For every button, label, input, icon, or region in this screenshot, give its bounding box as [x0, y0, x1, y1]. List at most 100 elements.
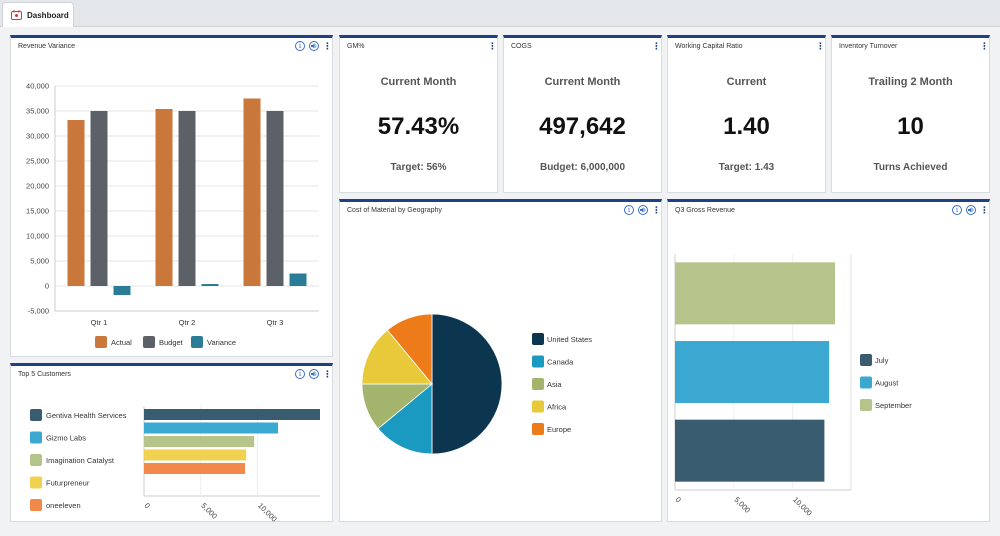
audio-icon[interactable]	[966, 205, 976, 215]
tab-dashboard[interactable]: Dashboard	[2, 2, 74, 27]
card-tools: i ⋮	[295, 41, 332, 51]
kpi-subtitle: Current Month	[544, 76, 621, 88]
card-tools: ⋮	[488, 41, 497, 51]
legend-label: Asia	[547, 380, 562, 389]
bar-customer	[144, 449, 247, 461]
audio-icon[interactable]	[638, 205, 648, 215]
cost-of-material-card: Cost of Material by Geography i ⋮ United…	[339, 199, 662, 522]
kpi-subtitle: Current	[726, 76, 767, 88]
more-menu-icon[interactable]: ⋮	[323, 41, 332, 51]
kpi-subtitle: Trailing 2 Month	[868, 76, 953, 88]
legend-swatch	[860, 376, 872, 389]
gm-card: GM% ⋮ Current Month 57.43% Target: 56%	[339, 35, 498, 193]
x-tick-label: 10,000	[791, 495, 814, 518]
bar-customer	[144, 436, 255, 447]
card-title: Revenue Variance	[18, 43, 76, 50]
card-tools: ⋮	[816, 41, 825, 51]
y-tick-label: 40,000	[26, 82, 49, 91]
revenue-variance-chart: 40,000 35,000 30,000 25,000 20,000 15,000 10,0…	[26, 82, 319, 348]
more-menu-icon[interactable]: ⋮	[816, 41, 825, 51]
bar-budget	[266, 111, 284, 286]
legend-label: September	[875, 401, 912, 410]
inventory-turnover-card: Inventory Turnover ⋮ Trailing 2 Month 10…	[831, 35, 990, 193]
info-icon[interactable]: i	[952, 205, 962, 215]
legend-label: Europe	[547, 425, 571, 434]
tab-bar: Dashboard	[0, 0, 1000, 27]
y-tick-label: 10,000	[26, 232, 49, 241]
top-5-customers-chart: 0 5,000 10,000 Gentiva Health Services Gizmo…	[30, 406, 320, 522]
bar-variance	[113, 286, 131, 295]
legend-swatch	[860, 399, 872, 411]
bar-budget	[178, 111, 196, 286]
card-title: Working Capital Ratio	[675, 43, 743, 50]
q3-gross-revenue-card: Q3 Gross Revenue i ⋮ 0 5,000 10,000 July Aug…	[667, 199, 990, 522]
revenue-variance-card: Revenue Variance i ⋮ 40,000 35,000 30,000 2…	[10, 35, 333, 357]
y-tick-label: 0	[45, 282, 49, 291]
info-icon[interactable]: i	[295, 369, 305, 379]
x-tick-label: 0	[143, 501, 152, 510]
legend-label: Gizmo Labs	[46, 434, 86, 443]
kpi-footer: Target: 56%	[390, 162, 447, 173]
kpi-value: 57.43%	[377, 113, 460, 140]
legend-label: Futurpreneur	[46, 479, 90, 488]
legend-label: Africa	[547, 403, 567, 412]
kpi-subtitle: Current Month	[380, 76, 457, 88]
legend-swatch	[30, 454, 42, 466]
legend-label: Budget	[159, 338, 184, 347]
bar-variance	[289, 273, 307, 286]
more-menu-icon[interactable]: ⋮	[652, 41, 661, 51]
card-title: Q3 Gross Revenue	[675, 207, 735, 214]
x-tick-label: 5,000	[199, 501, 219, 521]
kpi-footer: Target: 1.43	[718, 162, 775, 173]
legend-swatch	[30, 431, 42, 444]
y-tick-label: 15,000	[26, 207, 49, 216]
info-icon[interactable]: i	[624, 205, 634, 215]
card-title: Inventory Turnover	[839, 43, 898, 50]
more-menu-icon[interactable]: ⋮	[980, 205, 989, 215]
legend-swatch	[143, 336, 155, 348]
legend-label: Imagination Catalyst	[46, 456, 115, 465]
pie-slice-europe	[386, 313, 433, 386]
more-menu-icon[interactable]: ⋮	[652, 205, 661, 215]
card-tools: i ⋮	[952, 205, 989, 215]
kpi-value: 10	[897, 113, 924, 140]
q3-gross-revenue-chart: 0 5,000 10,000 July August September	[674, 254, 912, 518]
cogs-card: COGS ⋮ Current Month 497,642 Budget: 6,0…	[503, 35, 662, 193]
y-tick-label: 35,000	[26, 107, 49, 116]
legend-swatch	[532, 378, 544, 390]
y-tick-label: -5,000	[28, 307, 49, 316]
bar-actual	[67, 120, 85, 286]
bar-customer	[144, 422, 278, 434]
more-menu-icon[interactable]: ⋮	[323, 369, 332, 379]
pie-slice-canada	[377, 383, 433, 455]
pie-slice-united-states	[431, 313, 503, 455]
legend-swatch	[95, 336, 107, 348]
legend-swatch	[191, 336, 203, 348]
legend-swatch	[30, 476, 42, 489]
kpi-footer: Budget: 6,000,000	[539, 162, 626, 173]
bar-actual	[155, 109, 173, 286]
info-icon[interactable]: i	[295, 41, 305, 51]
bar-variance	[201, 284, 219, 286]
more-menu-icon[interactable]: ⋮	[488, 41, 497, 51]
bar-customer	[144, 463, 246, 474]
card-title: Top 5 Customers	[18, 371, 71, 378]
card-tools: i ⋮	[295, 369, 332, 379]
legend-label: oneeleven	[46, 501, 81, 510]
legend-label: August	[875, 379, 899, 388]
audio-icon[interactable]	[309, 369, 319, 379]
legend-swatch	[30, 499, 42, 511]
kpi-footer: Turns Achieved	[873, 162, 948, 173]
dashboard-icon	[11, 10, 22, 20]
bar-july	[675, 419, 825, 482]
legend-label: July	[875, 356, 889, 365]
cost-by-geography-pie: United States Canada Asia Africa Europe	[361, 313, 592, 455]
more-menu-icon[interactable]: ⋮	[980, 41, 989, 51]
audio-icon[interactable]	[309, 41, 319, 51]
card-tools: i ⋮	[624, 205, 661, 215]
card-title: Cost of Material by Geography	[347, 207, 442, 214]
legend-swatch	[860, 354, 872, 366]
legend-swatch	[532, 423, 544, 435]
x-tick-label: 10,000	[256, 501, 279, 522]
x-tick-label: Qtr 2	[179, 318, 196, 327]
